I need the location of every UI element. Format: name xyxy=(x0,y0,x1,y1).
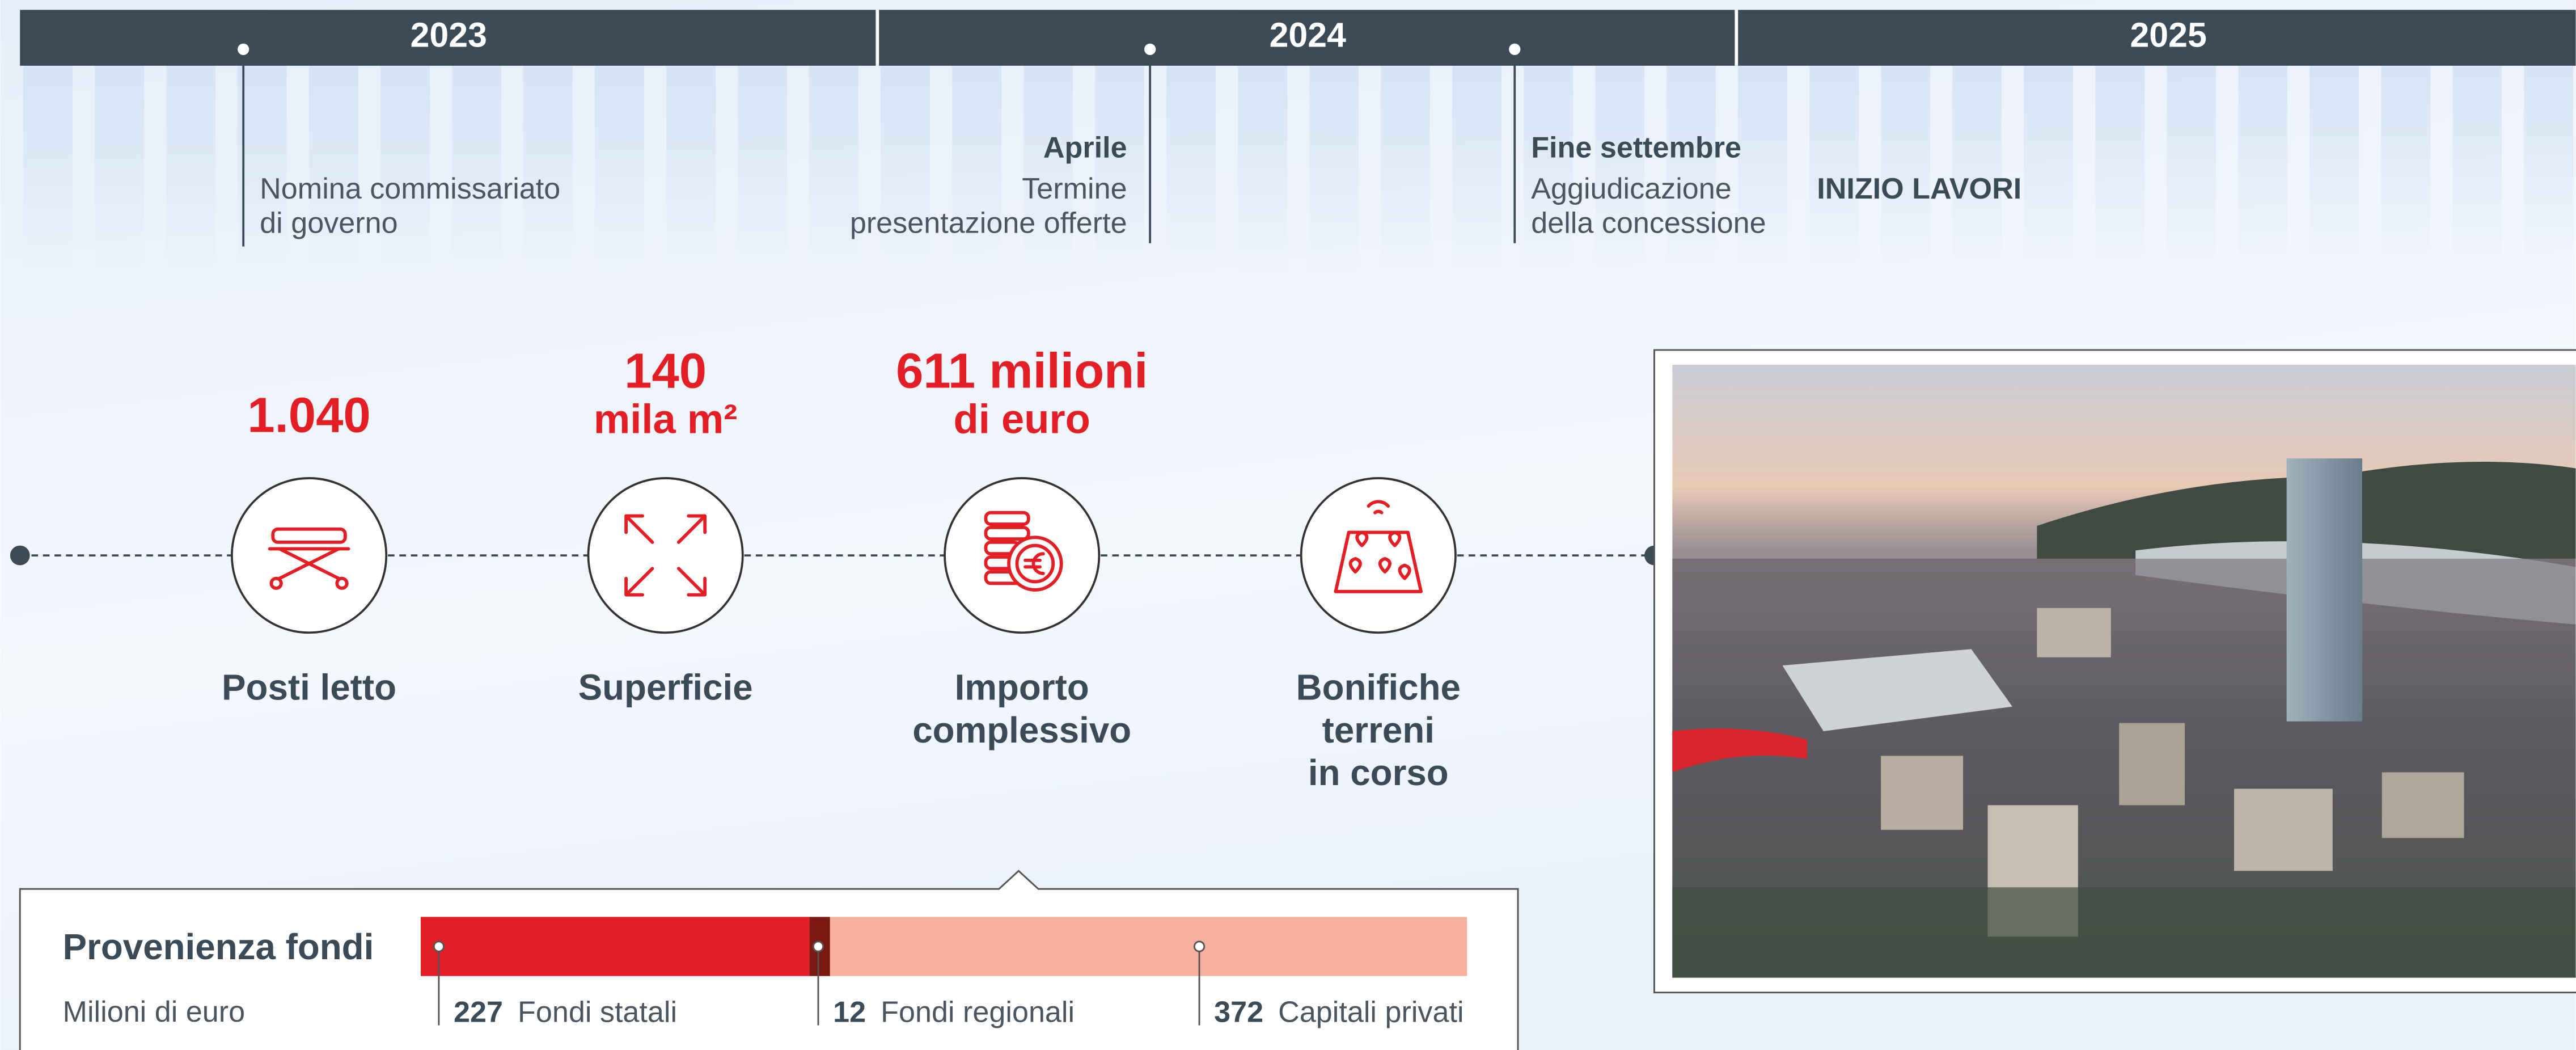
event-title: Aprile xyxy=(1043,131,1127,164)
stripe xyxy=(23,65,73,271)
stripe xyxy=(238,65,287,271)
stat-label: in corso xyxy=(1308,752,1449,793)
stripe xyxy=(95,65,144,271)
stripe xyxy=(523,65,573,271)
stat-label: Importo xyxy=(955,667,1089,707)
event-text: Nomina commissariato xyxy=(260,172,560,205)
stripe xyxy=(2524,65,2574,271)
stripe xyxy=(2309,65,2359,271)
photo xyxy=(1672,365,2576,978)
stat-label: Bonifiche xyxy=(1296,667,1461,707)
leader-dot xyxy=(1193,941,1205,952)
fund-name: Capitali privati xyxy=(1278,996,1463,1028)
stripe xyxy=(1023,65,1073,271)
stripe xyxy=(809,65,859,271)
stat-circle xyxy=(587,477,744,634)
stripe xyxy=(166,65,215,271)
stripe xyxy=(2238,65,2288,271)
stripe xyxy=(666,65,716,271)
stripe xyxy=(2167,65,2217,271)
stat-value: di euro xyxy=(954,397,1090,442)
stripe xyxy=(1452,65,1502,271)
event-text: Aggiudicazione xyxy=(1531,172,1732,205)
stripe xyxy=(1524,65,1573,271)
stripe xyxy=(881,65,930,271)
stripe xyxy=(2381,65,2431,271)
stat-label: Posti letto xyxy=(222,667,396,707)
stripe xyxy=(1095,65,1145,271)
year: 2025 xyxy=(2130,16,2206,54)
fund-value: 227 xyxy=(454,996,503,1028)
fund-label: 372 Capitali privati xyxy=(1214,996,1463,1028)
stripe xyxy=(595,65,644,271)
event-markers xyxy=(238,43,1521,247)
funds-title: Provenienza fondi xyxy=(63,926,374,967)
stripe xyxy=(1381,65,1431,271)
stat-value: mila m² xyxy=(594,397,738,442)
fund-name: Fondi regionali xyxy=(881,996,1075,1028)
icon-bed xyxy=(268,527,350,590)
funds-unit: Milioni di euro xyxy=(63,996,246,1028)
stripe xyxy=(452,65,501,271)
leader-dot xyxy=(433,941,445,952)
year: 2023 xyxy=(411,16,487,54)
event-title: Fine settembre xyxy=(1531,131,1741,164)
stripe xyxy=(1738,65,1788,271)
stripe xyxy=(1666,65,1716,271)
stripe xyxy=(738,65,788,271)
stripe xyxy=(2452,65,2502,271)
stripe xyxy=(1309,65,1359,271)
stripe xyxy=(1595,65,1645,271)
stripe xyxy=(1166,65,1216,271)
event-text: di governo xyxy=(260,207,397,240)
icon-area xyxy=(624,514,707,597)
icon-soil xyxy=(1334,500,1423,593)
stripe xyxy=(1881,65,1931,271)
event-text: della concessione xyxy=(1531,207,1766,240)
stripe xyxy=(309,65,358,271)
fund-name: Fondi statali xyxy=(518,996,677,1028)
stat-circle xyxy=(1300,477,1457,634)
stripes xyxy=(23,65,2574,271)
leader-dot xyxy=(812,941,824,952)
stat-label: terreni xyxy=(1322,710,1435,750)
stripe xyxy=(1952,65,2002,271)
bar-segment xyxy=(830,917,1467,976)
stat-value: 1.040 xyxy=(247,388,370,443)
bar-segment xyxy=(421,917,810,976)
stat-label: complessivo xyxy=(912,710,1131,750)
timeline-bar xyxy=(20,10,2576,66)
event-text: presentazione offerte xyxy=(850,207,1127,240)
connector-dot xyxy=(10,545,30,566)
stripe xyxy=(2024,65,2074,271)
stripe xyxy=(952,65,1002,271)
event-title: INIZIO LAVORI xyxy=(1817,172,2021,205)
fund-value: 372 xyxy=(1214,996,1263,1028)
icon-coins xyxy=(984,511,1063,592)
stat-value: 611 milioni xyxy=(896,343,1148,398)
stat-circle xyxy=(231,477,388,634)
year: 2024 xyxy=(1270,16,1346,54)
fund-label: 12 Fondi regionali xyxy=(833,996,1075,1028)
event-text: Termine xyxy=(1022,172,1127,205)
stripe xyxy=(1809,65,1859,271)
stripe xyxy=(1238,65,1288,271)
funds-bar: 227 Fondi statali 12 Fondi regionali 372 Capi… xyxy=(421,917,1467,1028)
fund-label: 227 Fondi statali xyxy=(454,996,677,1028)
fund-value: 12 xyxy=(833,996,866,1028)
stripe xyxy=(380,65,430,271)
stripe xyxy=(2095,65,2145,271)
stat-value: 140 xyxy=(624,343,707,398)
stat-label: Superficie xyxy=(578,667,753,707)
